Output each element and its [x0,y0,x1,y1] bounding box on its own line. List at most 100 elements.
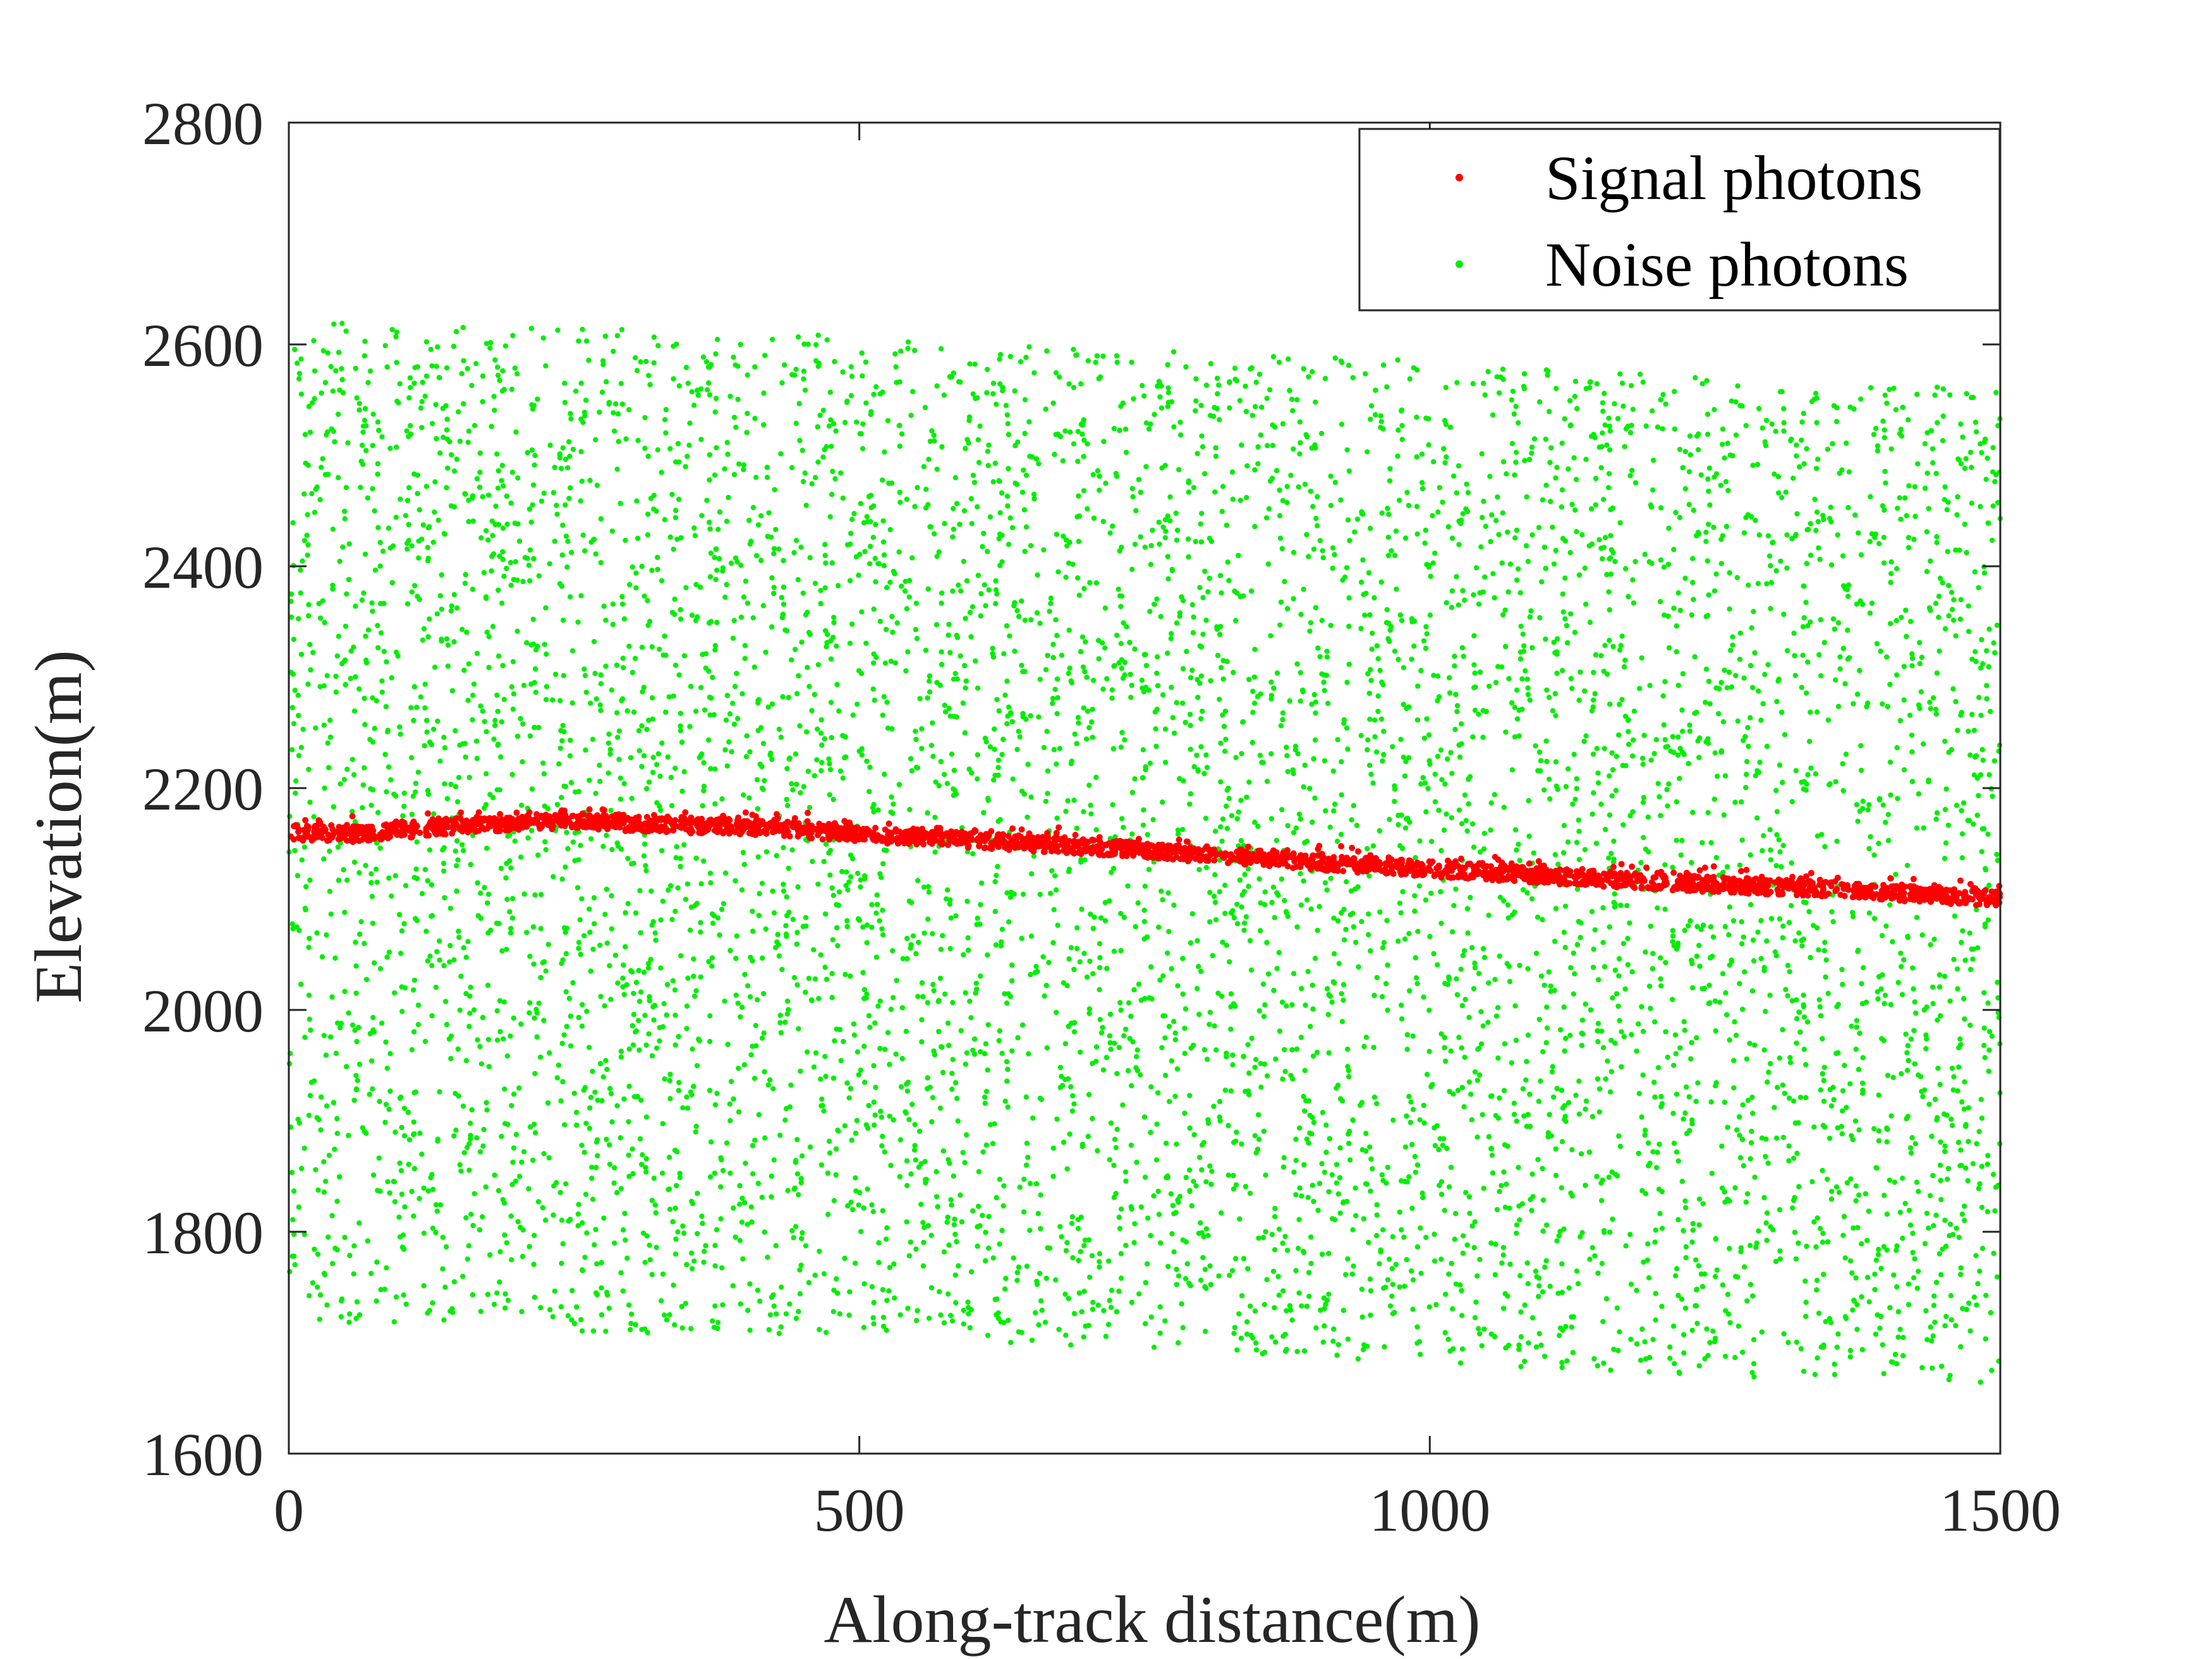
noise-point [1689,612,1694,618]
noise-point [486,1064,492,1069]
noise-point [502,1121,508,1127]
noise-point [1054,1116,1060,1122]
noise-point [752,415,758,422]
noise-point [1898,427,1904,432]
noise-point [1617,702,1622,707]
noise-point [1601,391,1607,396]
noise-point [324,1302,330,1308]
noise-point [793,420,799,426]
noise-point [1890,1074,1896,1081]
noise-point [1346,1141,1352,1146]
noise-point [336,633,341,639]
noise-point [1603,1076,1608,1082]
noise-point [1786,1095,1792,1101]
noise-point [1820,1239,1826,1245]
noise-point [1630,577,1636,583]
noise-point [676,1079,682,1086]
noise-point [1495,664,1501,669]
noise-point [1574,406,1580,411]
noise-point [1346,1074,1352,1079]
noise-point [778,1030,784,1036]
noise-point [408,705,414,711]
noise-point [487,1252,493,1258]
noise-point [1005,1066,1011,1073]
noise-point [1348,888,1354,894]
noise-point [1355,884,1361,890]
noise-point [861,1205,867,1211]
noise-point [1325,700,1331,707]
noise-point [796,401,802,406]
noise-point [1559,1088,1565,1093]
noise-point [803,1243,809,1249]
noise-point [1442,1035,1447,1040]
noise-point [1791,1155,1797,1161]
noise-point [1373,749,1380,755]
noise-point [667,1312,672,1318]
noise-point [1696,1222,1702,1228]
noise-point [1801,583,1807,589]
noise-point [498,754,504,760]
noise-point [530,482,537,488]
noise-point [1313,605,1319,611]
noise-point [1002,1286,1008,1292]
noise-point [800,590,806,596]
noise-point [1346,662,1352,667]
noise-point [1857,598,1863,604]
noise-point [1743,1199,1749,1205]
noise-point [648,495,654,501]
noise-point [1890,939,1895,945]
noise-point [1588,1007,1594,1013]
noise-point [807,555,813,561]
noise-point [377,540,383,545]
noise-point [897,443,903,449]
noise-point [1887,759,1893,765]
noise-point [947,650,953,655]
noise-point [1099,640,1105,646]
noise-point [1559,1139,1565,1145]
noise-point [1447,690,1453,696]
noise-point [631,990,636,997]
noise-point [1449,605,1455,611]
noise-point [873,1085,878,1090]
noise-point [1271,685,1277,691]
noise-point [1881,535,1887,540]
noise-point [1637,372,1643,377]
noise-point [1560,591,1565,597]
noise-point [470,1222,476,1229]
noise-point [1088,803,1093,808]
noise-point [1001,1183,1007,1189]
noise-point [1799,943,1805,949]
noise-point [1131,1240,1137,1246]
noise-point [1821,948,1828,954]
noise-point [1200,1255,1206,1261]
noise-point [1007,353,1014,360]
noise-point [292,346,298,353]
noise-point [1155,1188,1161,1194]
noise-point [1421,1120,1427,1126]
noise-point [1068,945,1074,951]
noise-point [1864,1275,1871,1280]
noise-point [621,962,626,968]
noise-point [1903,607,1909,613]
noise-point [353,674,358,680]
noise-point [942,709,949,715]
noise-point [1182,1006,1189,1012]
noise-point [356,1061,363,1067]
noise-point [1727,1246,1732,1251]
noise-point [1989,1368,1995,1373]
noise-point [1572,379,1579,384]
noise-point [724,693,731,698]
noise-point [410,793,416,799]
noise-point [562,930,568,935]
noise-point [1910,1249,1916,1256]
noise-point [1453,1211,1459,1217]
noise-point [858,1067,864,1073]
noise-point [1297,440,1303,446]
noise-point [1090,925,1097,932]
noise-point [1781,611,1787,617]
noise-point [1524,1260,1530,1266]
noise-point [1203,865,1210,870]
noise-point [1447,1088,1452,1095]
noise-point [1838,1124,1844,1129]
noise-point [1672,1361,1677,1366]
